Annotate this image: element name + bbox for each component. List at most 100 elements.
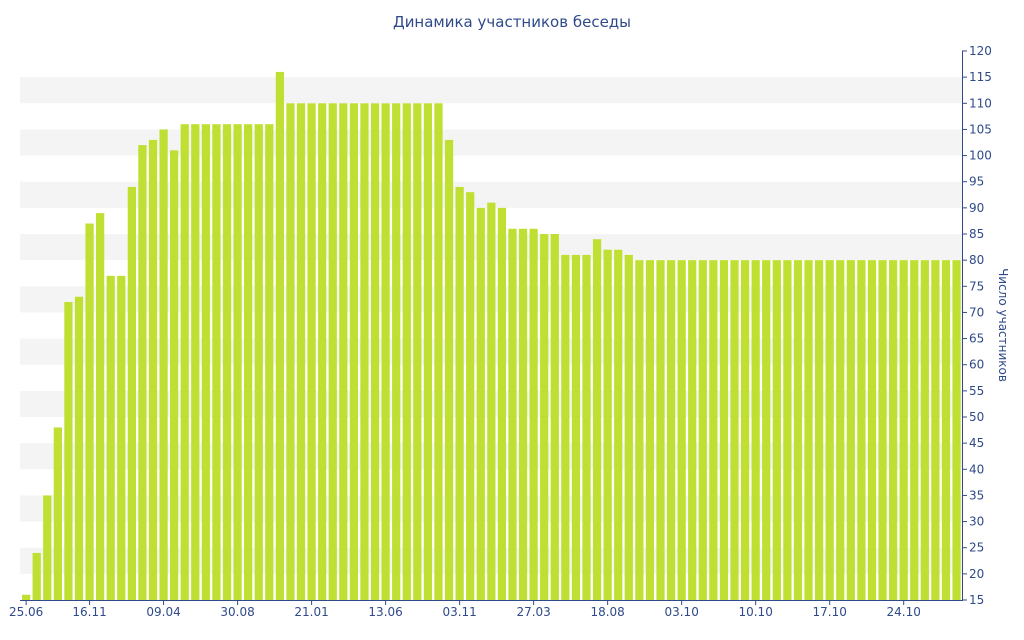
bar	[952, 260, 961, 600]
bar	[233, 124, 242, 600]
y-tick-label: 35	[969, 488, 984, 502]
bar	[666, 260, 676, 600]
x-tick-label: 13.06	[368, 605, 402, 619]
bar	[444, 139, 454, 600]
bar	[222, 124, 232, 600]
bar	[106, 275, 115, 600]
bar	[762, 260, 771, 600]
bar	[138, 145, 147, 601]
bar	[804, 260, 813, 600]
bar	[487, 202, 496, 600]
y-tick-label: 70	[969, 305, 984, 319]
bar	[603, 249, 612, 600]
bar	[910, 260, 919, 600]
x-tick-label: 03.11	[442, 605, 476, 619]
bar	[508, 228, 517, 600]
y-tick-label: 95	[969, 175, 984, 189]
bar	[814, 260, 824, 600]
y-tick-label: 50	[969, 410, 984, 424]
y-tick-label: 65	[969, 332, 984, 346]
bar	[328, 103, 337, 600]
bar	[212, 124, 221, 600]
bar	[244, 124, 253, 600]
x-tick-label: 30.08	[220, 605, 254, 619]
x-axis: 25.06 16.11 09.04 30.08 21.01 13.06 03.11 27.03…	[9, 600, 963, 619]
chart-title: Динамика участников беседы	[392, 13, 632, 31]
bar	[318, 103, 327, 600]
bar	[339, 103, 348, 600]
y-tick-label: 100	[969, 149, 992, 163]
bar	[688, 260, 697, 600]
x-tick-label: 10.10	[738, 605, 772, 619]
x-tick-label: 21.01	[294, 605, 328, 619]
bar	[920, 260, 929, 600]
bar	[402, 103, 411, 600]
bar	[751, 260, 760, 600]
bar	[117, 275, 126, 600]
bar	[370, 103, 380, 600]
bar	[867, 260, 877, 600]
bar	[899, 260, 908, 600]
bar	[32, 552, 41, 600]
y-tick-label: 110	[969, 96, 992, 110]
bar	[265, 124, 274, 600]
y-tick-label: 40	[969, 462, 984, 476]
x-tick-label: 03.10	[664, 605, 698, 619]
bar	[360, 103, 369, 600]
y-axis-title: Число участников	[996, 268, 1010, 382]
y-tick-label: 115	[969, 70, 992, 84]
y-axis: 15 20 25 30 35 40 45 50 55 60 65 70 75 80 85 90 95 100 105…	[962, 44, 992, 607]
bar	[423, 103, 433, 600]
bar	[772, 260, 781, 600]
bar	[22, 594, 31, 600]
bar	[825, 260, 834, 600]
y-tick-label: 80	[969, 253, 984, 267]
bar	[254, 124, 263, 600]
bar	[730, 260, 739, 600]
bar	[614, 249, 623, 600]
bar	[497, 207, 507, 601]
bar	[85, 223, 94, 601]
bar	[349, 103, 359, 600]
bar	[74, 296, 84, 600]
y-tick-label: 90	[969, 201, 984, 215]
bar	[201, 124, 210, 600]
bar	[413, 103, 422, 600]
bar	[286, 103, 295, 600]
y-tick-label: 15	[969, 593, 984, 607]
bar	[645, 260, 655, 600]
bar	[180, 124, 189, 600]
bar	[698, 260, 707, 600]
bar	[455, 186, 464, 600]
bar	[550, 234, 559, 600]
bar	[888, 260, 898, 600]
bar	[793, 260, 803, 600]
y-tick-label: 30	[969, 515, 984, 529]
bar	[709, 260, 718, 600]
bar	[43, 495, 52, 600]
grid-band	[20, 77, 963, 104]
bar	[931, 260, 940, 600]
bar	[170, 150, 179, 600]
y-tick-label: 25	[969, 541, 984, 555]
bar	[941, 260, 951, 600]
bar	[719, 260, 729, 600]
bar	[434, 103, 443, 600]
bar	[656, 260, 665, 600]
bar	[677, 260, 686, 600]
bar	[571, 254, 581, 600]
bar	[740, 260, 750, 600]
y-tick-label: 55	[969, 384, 984, 398]
bar	[592, 239, 602, 601]
bar	[529, 228, 538, 600]
bar	[296, 103, 306, 600]
bar	[275, 71, 284, 600]
bar	[561, 254, 570, 600]
bar	[836, 260, 845, 600]
bar	[783, 260, 792, 600]
bar	[381, 103, 390, 600]
y-tick-label: 85	[969, 227, 984, 241]
bar	[540, 234, 549, 600]
y-tick-label: 75	[969, 279, 984, 293]
bar	[518, 228, 528, 600]
